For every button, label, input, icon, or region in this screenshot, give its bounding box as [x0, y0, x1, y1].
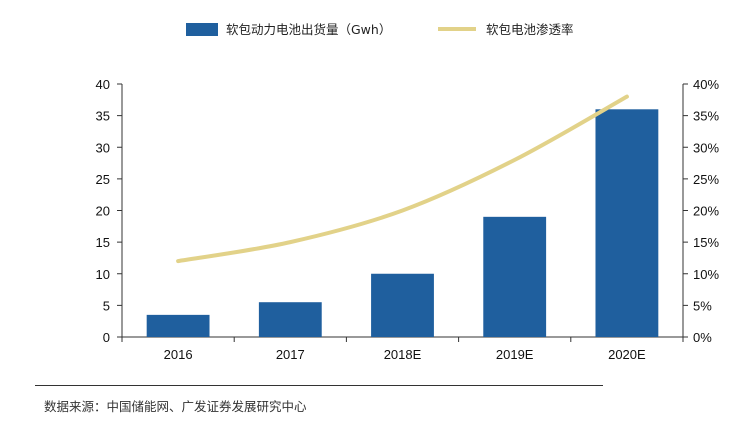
y-left-tick-label: 15 [96, 235, 110, 250]
legend-swatch-bar [186, 23, 218, 36]
legend-label-bar: 软包动力电池出货量（Gwh） [226, 22, 391, 37]
x-tick-label: 2018E [384, 347, 422, 362]
y-right-tick-label: 25% [693, 172, 719, 187]
bars [146, 109, 659, 337]
y-left-tick-label: 10 [96, 267, 110, 282]
bar [258, 302, 322, 337]
source-note: 数据来源：中国储能网、广发证券发展研究中心 [44, 399, 307, 414]
y-right-tick-label: 0% [693, 330, 712, 345]
bar [483, 216, 547, 337]
x-tick-label: 2019E [496, 347, 534, 362]
bar [371, 273, 434, 337]
y-right-tick-label: 30% [693, 140, 719, 155]
legend-label-line: 软包电池渗透率 [486, 22, 574, 37]
y-right-tick-label: 15% [693, 235, 719, 250]
y-right-tick-label: 10% [693, 267, 719, 282]
y-left-tick-label: 20 [96, 204, 110, 219]
y-right-tick-label: 5% [693, 298, 712, 313]
y-left-tick-label: 30 [96, 140, 110, 155]
axes: 0 5 10 15 20 25 30 35 40 0% 5% 10% 15% 20% 25% 30% 35% 40… [96, 77, 720, 362]
source-divider [35, 385, 603, 386]
bar [146, 314, 210, 337]
y-left-tick-label: 35 [96, 109, 110, 124]
penetration-line-path [176, 94, 629, 264]
x-tick-label: 2017 [276, 347, 305, 362]
y-left-tick-label: 40 [96, 77, 110, 92]
legend: 软包动力电池出货量（Gwh） 软包电池渗透率 [186, 22, 574, 37]
y-left-tick-label: 25 [96, 172, 110, 187]
y-right-tick-label: 40% [693, 77, 719, 92]
penetration-line [176, 94, 629, 264]
y-left-tick-label: 0 [103, 330, 110, 345]
y-right-tick-label: 35% [693, 109, 719, 124]
x-tick-label: 2016 [164, 347, 193, 362]
y-right-tick-label: 20% [693, 204, 719, 219]
bar [595, 109, 659, 337]
y-left-tick-label: 5 [103, 298, 110, 313]
x-tick-label: 2020E [608, 347, 646, 362]
